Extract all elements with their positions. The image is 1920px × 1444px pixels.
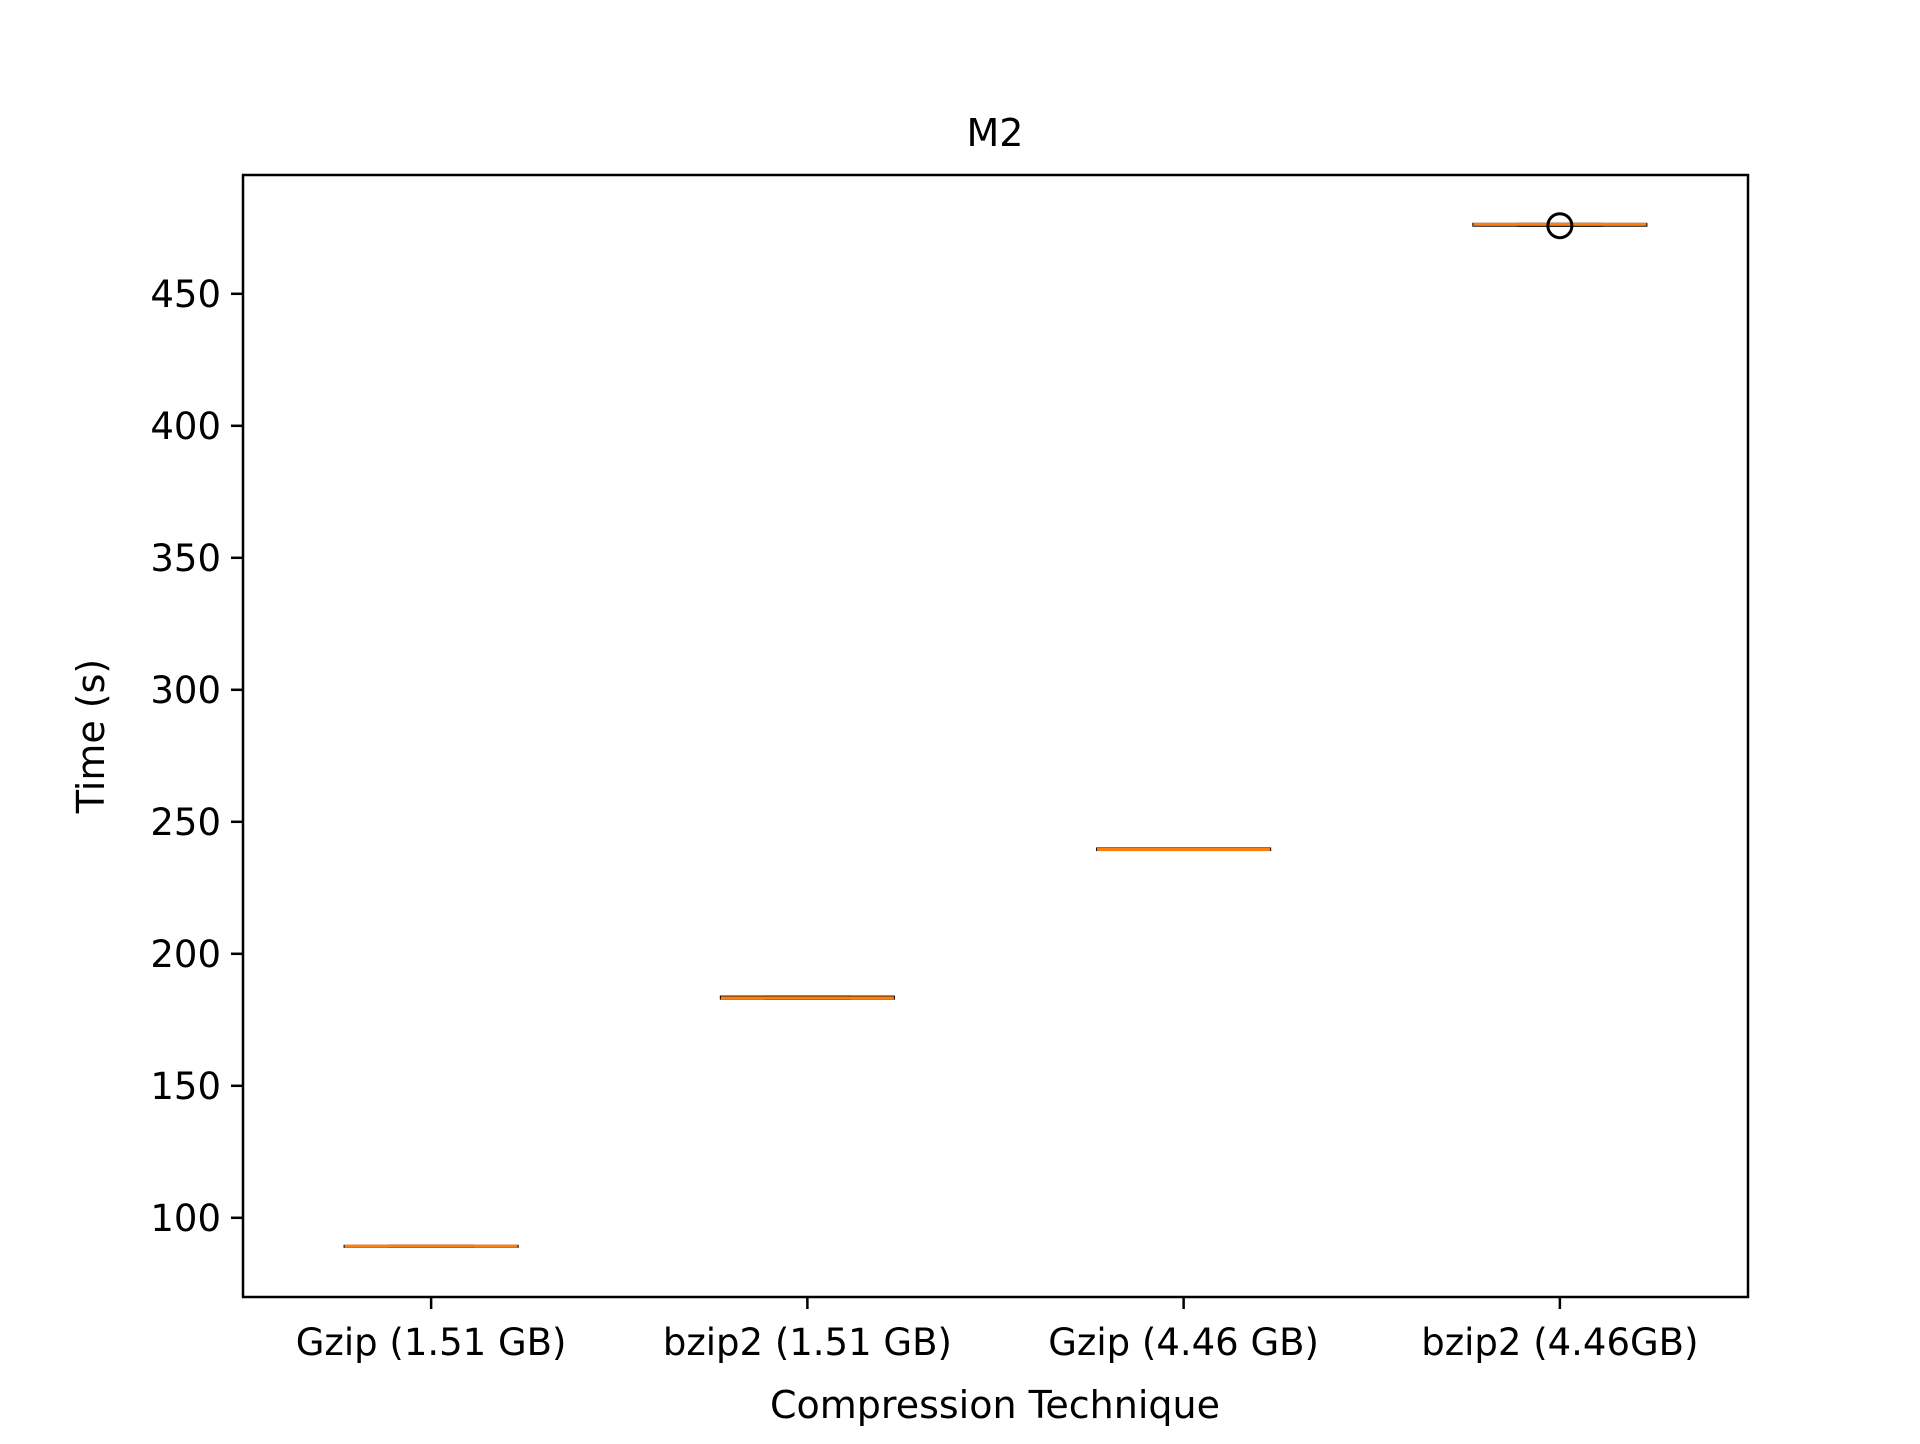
x-tick-label: Gzip (4.46 GB) — [1048, 1321, 1319, 1364]
y-axis-label: Time (s) — [69, 659, 113, 815]
y-tick-label: 150 — [150, 1065, 221, 1108]
x-tick-label: bzip2 (4.46GB) — [1421, 1321, 1698, 1364]
y-tick-label: 300 — [150, 669, 221, 712]
marks-layer — [343, 212, 1648, 1248]
y-tick-label: 350 — [150, 537, 221, 580]
box-group — [1096, 847, 1272, 852]
x-tick-label: bzip2 (1.51 GB) — [663, 1321, 952, 1364]
x-tick-label: Gzip (1.51 GB) — [296, 1321, 567, 1364]
x-axis-label: Compression Technique — [770, 1383, 1220, 1427]
y-tick-label: 450 — [150, 273, 221, 316]
x-axis: Gzip (1.51 GB) bzip2 (1.51 GB) Gzip (4.46 … — [296, 1297, 1699, 1364]
outlier-point — [1546, 212, 1574, 240]
box-group — [343, 1244, 519, 1248]
y-tick-label: 100 — [150, 1197, 221, 1240]
box-group — [1472, 212, 1648, 240]
y-tick-label: 250 — [150, 801, 221, 844]
y-axis: 100 150 200 250 300 350 400 450 — [150, 273, 243, 1240]
chart-title: M2 — [967, 111, 1024, 155]
y-tick-label: 200 — [150, 933, 221, 976]
y-tick-label: 400 — [150, 405, 221, 448]
box-group — [719, 995, 895, 1000]
plot-area-frame — [241, 173, 1750, 1299]
